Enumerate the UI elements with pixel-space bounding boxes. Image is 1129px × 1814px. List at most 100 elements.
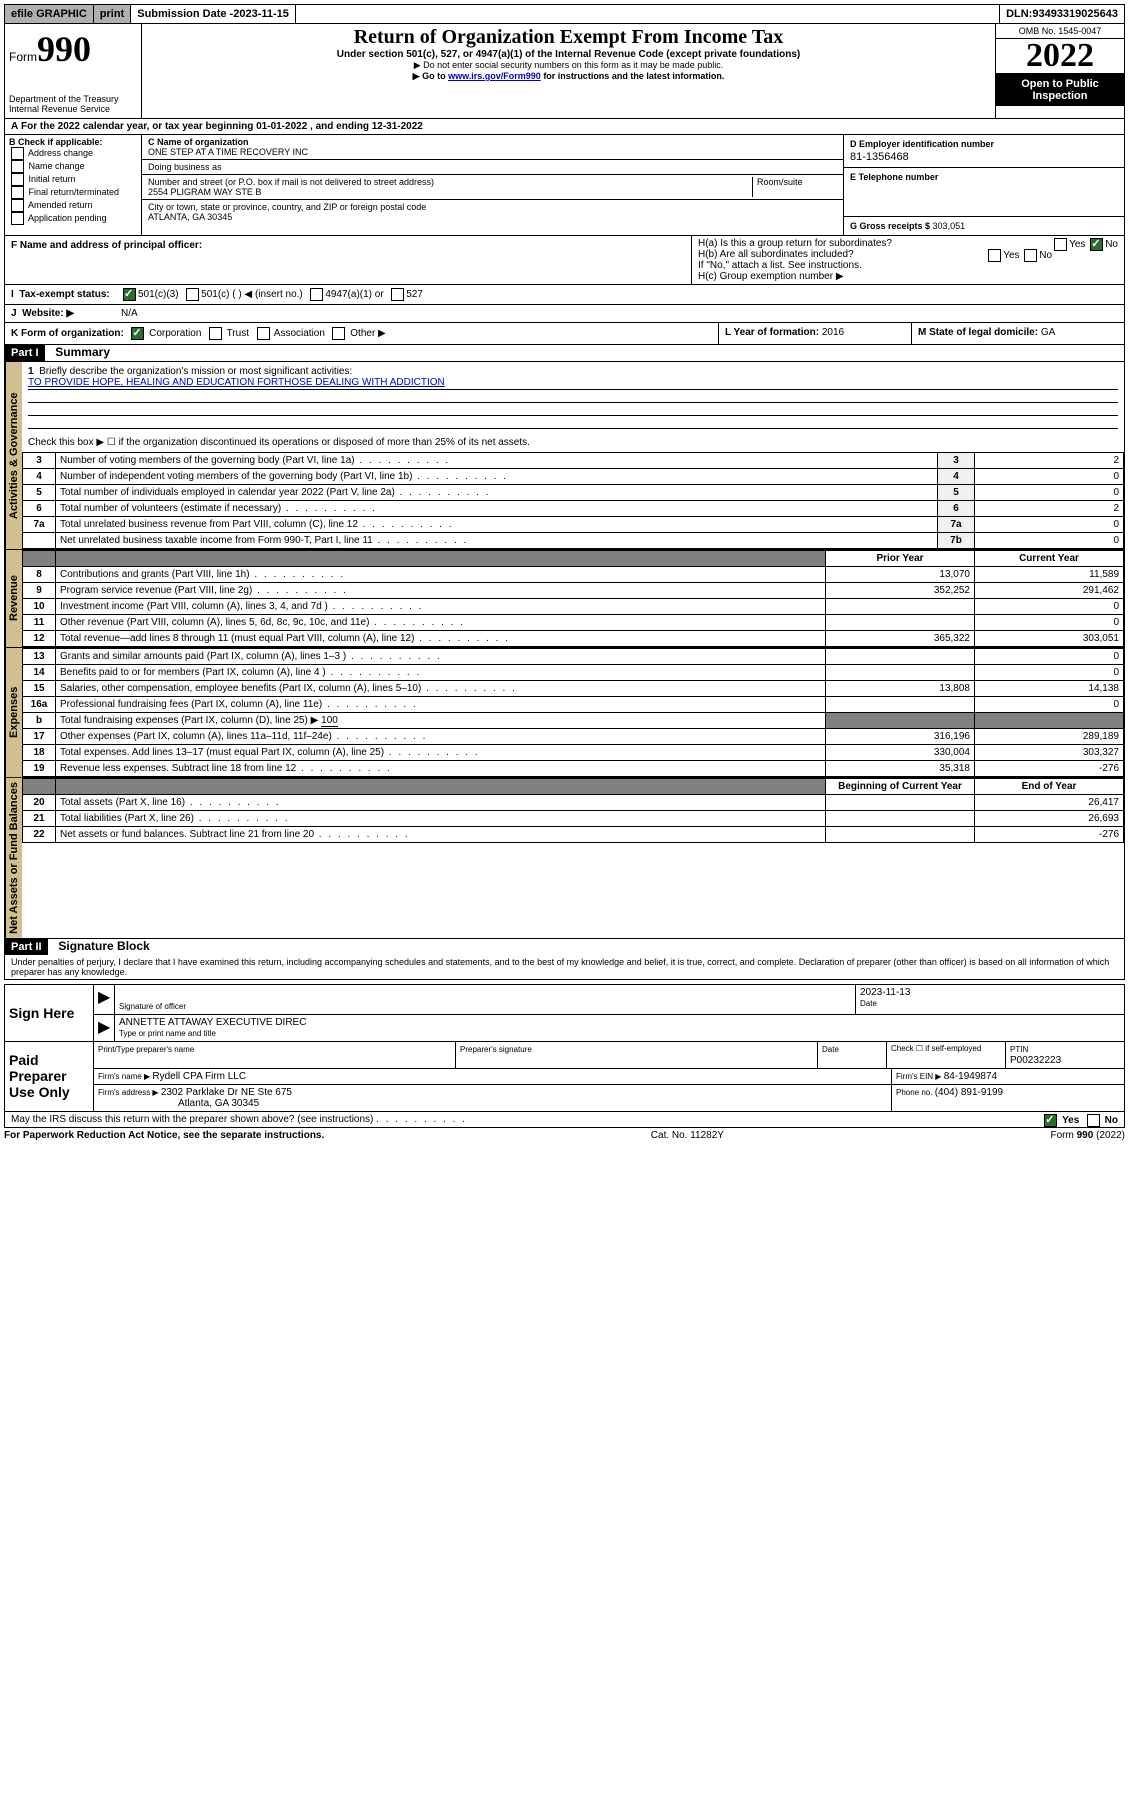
- chk-corporation[interactable]: [131, 327, 144, 340]
- expenses-body: 13Grants and similar amounts paid (Part …: [22, 648, 1124, 777]
- goto-prefix: ▶ Go to: [413, 71, 448, 81]
- hb-yes-checkbox[interactable]: [988, 249, 1001, 262]
- revenue-header-row: Prior Year Current Year: [23, 551, 1124, 567]
- dln-cell: DLN: 93493319025643: [1000, 5, 1124, 23]
- q1-label: Briefly describe the organization's miss…: [39, 366, 352, 377]
- chk-501c3[interactable]: [123, 288, 136, 301]
- line-text: Grants and similar amounts paid (Part IX…: [56, 649, 826, 665]
- footer-left: For Paperwork Reduction Act Notice, see …: [4, 1130, 324, 1141]
- footer-mid: Cat. No. 11282Y: [651, 1130, 724, 1141]
- blank-cell: [23, 551, 56, 567]
- ha-no-checkbox[interactable]: [1090, 238, 1103, 251]
- line-a: A For the 2022 calendar year, or tax yea…: [5, 118, 1124, 134]
- table-row: 21Total liabilities (Part X, line 26)26,…: [23, 811, 1124, 827]
- line-text: Total revenue—add lines 8 through 11 (mu…: [56, 631, 826, 647]
- line-num: b: [23, 713, 56, 729]
- firm-ein-label: Firm's EIN ▶: [896, 1072, 944, 1081]
- part-1-title: Summary: [47, 345, 110, 359]
- chk-label: Initial return: [29, 174, 76, 184]
- line-text: Other expenses (Part IX, column (A), lin…: [56, 729, 826, 745]
- chk-initial-return[interactable]: Initial return: [9, 173, 137, 186]
- part-2-title: Signature Block: [50, 939, 149, 953]
- current-value: 11,589: [975, 567, 1124, 583]
- firm-addr-2: Atlanta, GA 30345: [98, 1098, 259, 1109]
- opt-trust: Trust: [227, 328, 249, 339]
- tax-exempt-label: Tax-exempt status:: [19, 289, 109, 300]
- h-a: H(a) Is this a group return for subordin…: [698, 238, 1118, 249]
- line-16b-value: 100: [321, 715, 338, 727]
- chk-other[interactable]: [332, 327, 345, 340]
- line-16b: b Total fundraising expenses (Part IX, c…: [23, 713, 1124, 729]
- print-button[interactable]: print: [94, 5, 131, 23]
- footer-right: Form 990 (2022): [1051, 1130, 1125, 1141]
- firm-phone-cell: Phone no. (404) 891-9199: [892, 1085, 1124, 1111]
- tab-revenue: Revenue: [5, 550, 22, 647]
- current-value: 303,051: [975, 631, 1124, 647]
- efile-button[interactable]: efile GRAPHIC: [5, 5, 94, 23]
- discuss-no-checkbox[interactable]: [1087, 1114, 1100, 1127]
- chk-501c[interactable]: [186, 288, 199, 301]
- line-2: Check this box ▶ ☐ if the organization d…: [22, 433, 1124, 452]
- blank-cell: [56, 779, 826, 795]
- col-prior-header: Prior Year: [826, 551, 975, 567]
- firm-ein-cell: Firm's EIN ▶ 84-1949874: [892, 1069, 1124, 1084]
- no-label: No: [1105, 1115, 1118, 1126]
- org-name-label: C Name of organization: [148, 137, 249, 147]
- open-public-badge: Open to Public Inspection: [996, 74, 1124, 106]
- paid-preparer-row: Paid Preparer Use Only Print/Type prepar…: [5, 1041, 1124, 1111]
- chk-trust[interactable]: [209, 327, 222, 340]
- line-num: 18: [23, 745, 56, 761]
- blank-cell: [56, 551, 826, 567]
- section-governance: Activities & Governance 1 Briefly descri…: [5, 361, 1124, 549]
- yes-label: Yes: [1003, 250, 1019, 261]
- ptin-cell: PTIN P00232223: [1006, 1042, 1124, 1068]
- form-container: Form990 Department of the Treasury Inter…: [4, 24, 1125, 980]
- line-num: [23, 533, 56, 549]
- discuss-yes-checkbox[interactable]: [1044, 1114, 1057, 1127]
- current-value: 14,138: [975, 681, 1124, 697]
- line-value: 0: [975, 469, 1124, 485]
- chk-name-change[interactable]: Name change: [9, 160, 137, 173]
- chk-association[interactable]: [257, 327, 270, 340]
- table-row: 7aTotal unrelated business revenue from …: [23, 517, 1124, 533]
- col-end-header: End of Year: [975, 779, 1124, 795]
- prior-value: [826, 599, 975, 615]
- instructions-link[interactable]: www.irs.gov/Form990: [448, 71, 541, 81]
- ha-yes-checkbox[interactable]: [1054, 238, 1067, 251]
- chk-527[interactable]: [391, 288, 404, 301]
- website-label: Website: ▶: [22, 308, 74, 319]
- ein-value: 81-1356468: [850, 151, 1118, 163]
- box-num: 4: [938, 469, 975, 485]
- line-num: 8: [23, 567, 56, 583]
- no-label: No: [1105, 239, 1118, 250]
- opt-4947: 4947(a)(1) or: [325, 289, 383, 300]
- prior-value: [826, 827, 975, 843]
- opt-corp: Corporation: [149, 328, 201, 339]
- line-text: Total expenses. Add lines 13–17 (must eq…: [56, 745, 826, 761]
- chk-app-pending[interactable]: Application pending: [9, 212, 137, 225]
- chk-label: Amended return: [28, 200, 93, 210]
- prep-name-cell: Print/Type preparer's name: [94, 1042, 456, 1068]
- line-value: 0: [975, 485, 1124, 501]
- hb-no-checkbox[interactable]: [1024, 249, 1037, 262]
- col-right: D Employer identification number 81-1356…: [843, 135, 1124, 235]
- current-value: 0: [975, 599, 1124, 615]
- prior-value: [826, 649, 975, 665]
- table-row: 18Total expenses. Add lines 13–17 (must …: [23, 745, 1124, 761]
- chk-address-change[interactable]: Address change: [9, 147, 137, 160]
- line-num: 10: [23, 599, 56, 615]
- grey-cell: [826, 713, 975, 729]
- phone-label: Phone no.: [896, 1088, 935, 1097]
- chk-final-return[interactable]: Final return/terminated: [9, 186, 137, 199]
- chk-amended-return[interactable]: Amended return: [9, 199, 137, 212]
- city-value: ATLANTA, GA 30345: [148, 212, 232, 222]
- hb-note: If "No," attach a list. See instructions…: [698, 260, 1118, 271]
- current-value: 289,189: [975, 729, 1124, 745]
- prep-sig-cell: Preparer's signature: [456, 1042, 818, 1068]
- firm-name-line: Firm's name ▶ Rydell CPA Firm LLC Firm's…: [94, 1069, 1124, 1085]
- col-b: B Check if applicable: Address change Na…: [5, 135, 142, 235]
- chk-4947[interactable]: [310, 288, 323, 301]
- form-num: 990: [37, 29, 91, 69]
- firm-addr-cell: Firm's address ▶ 2302 Parklake Dr NE Ste…: [94, 1085, 892, 1111]
- line-text: Total number of individuals employed in …: [56, 485, 938, 501]
